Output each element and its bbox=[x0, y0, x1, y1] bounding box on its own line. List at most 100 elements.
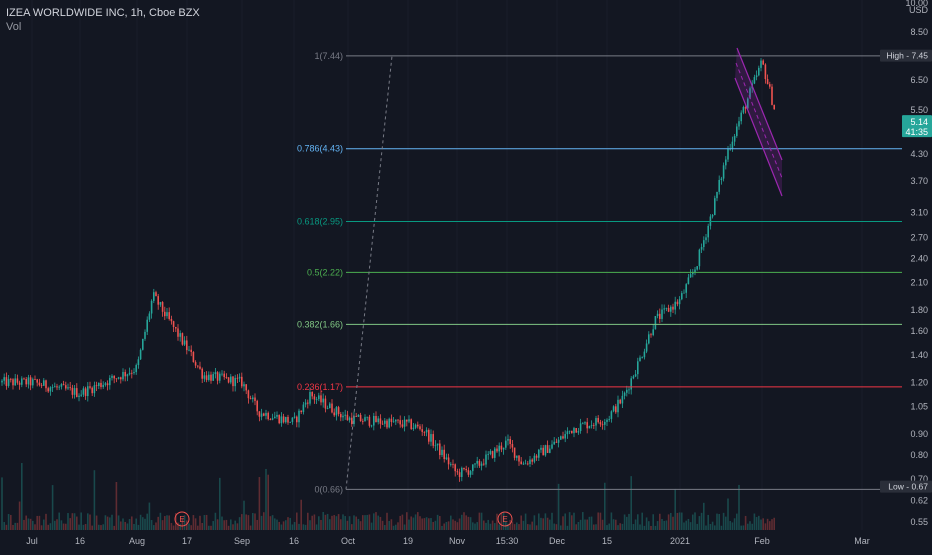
volume-bar bbox=[650, 525, 652, 530]
candle bbox=[722, 165, 725, 179]
candle bbox=[498, 445, 500, 452]
candle bbox=[106, 383, 109, 386]
candle bbox=[540, 447, 542, 450]
volume-bar bbox=[122, 518, 124, 530]
candle bbox=[711, 215, 714, 217]
candle bbox=[340, 414, 342, 418]
candle bbox=[683, 292, 685, 294]
symbol-title[interactable]: IZEA WORLDWIDE INC, 1h, Cboe BZX bbox=[6, 7, 200, 19]
candle bbox=[564, 434, 566, 439]
volume-bar bbox=[225, 519, 228, 530]
candle bbox=[652, 329, 654, 336]
volume-bar bbox=[335, 516, 338, 530]
price-axis-tick: 1.60 bbox=[910, 326, 928, 336]
candle bbox=[524, 463, 527, 465]
volume-bar bbox=[241, 514, 243, 530]
candle bbox=[489, 451, 492, 454]
channel-lower-line[interactable] bbox=[734, 77, 783, 197]
volume-bar bbox=[527, 524, 529, 530]
volume-bar bbox=[683, 522, 685, 530]
candle bbox=[51, 387, 54, 389]
fib-level-label: 0.382(1.66) bbox=[297, 319, 343, 329]
candle bbox=[214, 372, 217, 375]
volume-bar bbox=[489, 523, 492, 530]
fib-level-label: 0(0.66) bbox=[314, 484, 343, 494]
candle bbox=[637, 361, 639, 375]
volume-bar bbox=[364, 515, 366, 530]
volume-bar bbox=[45, 513, 47, 530]
volume-bar bbox=[483, 520, 485, 530]
price-axis-tick: 6.50 bbox=[910, 75, 928, 85]
time-axis-label: Feb bbox=[754, 536, 770, 546]
volume-bar bbox=[36, 515, 38, 530]
high-price-tag-bg bbox=[880, 49, 932, 62]
volume-bar bbox=[595, 524, 597, 530]
volume-bar bbox=[509, 519, 511, 530]
volume-bar bbox=[166, 515, 168, 530]
volume-bar bbox=[731, 522, 734, 530]
volume-bar bbox=[522, 520, 525, 530]
candle bbox=[386, 420, 388, 428]
volume-bar bbox=[771, 519, 773, 530]
channel-upper-line[interactable] bbox=[736, 47, 783, 161]
candle bbox=[621, 395, 624, 404]
candle bbox=[546, 445, 549, 453]
candle bbox=[25, 378, 27, 385]
volume-bar bbox=[267, 474, 269, 530]
volume-bar bbox=[381, 520, 384, 530]
volume-bar bbox=[379, 516, 382, 530]
candle bbox=[474, 463, 476, 465]
candle bbox=[351, 417, 353, 425]
volume-bar bbox=[623, 514, 626, 530]
candle bbox=[718, 179, 720, 192]
earnings-marker[interactable] bbox=[174, 511, 190, 527]
volume-bar bbox=[703, 502, 705, 530]
volume-bar bbox=[727, 498, 729, 530]
candle bbox=[628, 389, 630, 391]
volume-label[interactable]: Vol bbox=[6, 21, 22, 33]
volume-bar bbox=[714, 525, 716, 530]
volume-bar bbox=[428, 518, 430, 530]
candle bbox=[720, 178, 723, 180]
volume-bar bbox=[179, 523, 181, 530]
candle bbox=[269, 419, 272, 420]
candle bbox=[716, 191, 718, 199]
volume-bar bbox=[513, 524, 516, 530]
candle bbox=[362, 421, 364, 422]
candle bbox=[203, 375, 206, 379]
candle bbox=[364, 417, 366, 422]
candle bbox=[58, 386, 60, 388]
volume-bar bbox=[659, 513, 661, 530]
candle bbox=[192, 352, 195, 363]
candle bbox=[626, 389, 628, 393]
earnings-marker[interactable] bbox=[497, 511, 513, 527]
candle bbox=[60, 384, 63, 387]
candle bbox=[610, 411, 613, 419]
candle bbox=[78, 395, 80, 397]
volume-bar bbox=[177, 522, 179, 530]
fib-level-label: 0.618(2.95) bbox=[297, 216, 343, 226]
candle bbox=[606, 419, 608, 422]
volume-bar bbox=[423, 518, 426, 530]
time-axis-label: Oct bbox=[341, 536, 356, 546]
volume-bar bbox=[421, 518, 423, 530]
candle bbox=[573, 428, 575, 434]
candle bbox=[76, 388, 78, 397]
volume-bar bbox=[256, 519, 258, 530]
volume-bar bbox=[311, 515, 313, 530]
candle bbox=[630, 378, 632, 390]
volume-bar bbox=[216, 519, 219, 530]
volume-bar bbox=[137, 524, 140, 530]
candle bbox=[291, 417, 294, 422]
volume-bar bbox=[131, 516, 133, 530]
candle bbox=[412, 427, 415, 429]
volume-bar bbox=[51, 485, 54, 530]
time-axis-label: 15 bbox=[602, 536, 612, 546]
candle bbox=[461, 467, 463, 477]
volume-bar bbox=[571, 515, 573, 530]
volume-bar bbox=[315, 524, 318, 530]
volume-bar bbox=[293, 522, 296, 530]
time-axis-label: Nov bbox=[449, 536, 466, 546]
